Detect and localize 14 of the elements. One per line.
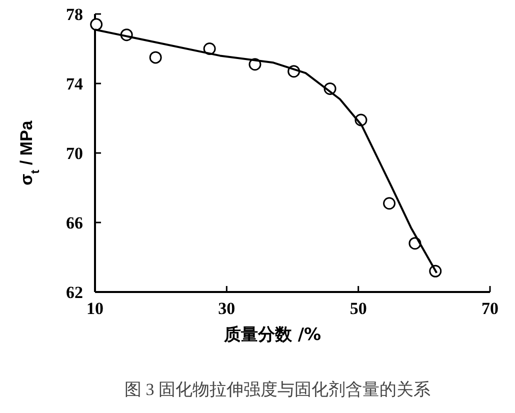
y-tick-label: 74 <box>66 74 84 94</box>
x-tick-label: 30 <box>218 299 236 318</box>
x-tick-label: 50 <box>350 299 367 318</box>
y-tick-label: 70 <box>66 144 83 163</box>
x-tick-label: 10 <box>86 299 104 318</box>
caption: 图 3 固化物拉伸强度与固化剂含量的关系 <box>124 380 430 399</box>
point <box>383 197 396 210</box>
x-axis-title: 质量分数 /% <box>222 325 322 345</box>
x-tick-label: 70 <box>482 299 498 318</box>
y-tick-label: 62 <box>66 283 83 302</box>
point <box>90 18 103 31</box>
y-tick-label: 66 <box>66 214 83 232</box>
y-tick-label: 78 <box>66 5 83 24</box>
point <box>149 51 162 64</box>
